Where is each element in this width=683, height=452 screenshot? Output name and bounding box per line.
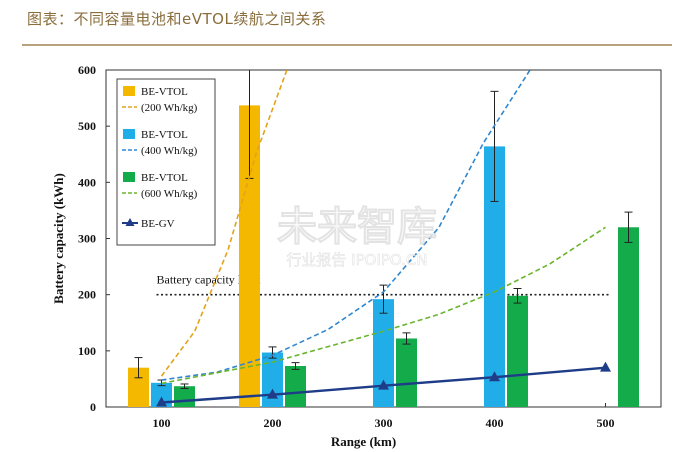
x-tick-label: 400 [486, 416, 504, 430]
legend-label: BE-VTOL [141, 172, 188, 184]
legend-sublabel: (400 Wh/kg) [141, 145, 198, 157]
legend-gv-marker [125, 218, 135, 226]
legend-swatch [123, 129, 135, 139]
y-tick-label: 100 [78, 344, 96, 358]
be-gv-marker [378, 379, 389, 390]
watermark-sub: 行业报告 IPOIPO.CN [286, 251, 427, 269]
legend-swatch [123, 86, 135, 96]
x-axis-title: Range (km) [331, 434, 396, 449]
legend-box [116, 78, 216, 246]
be-gv-marker [600, 361, 611, 372]
x-tick-label: 300 [375, 416, 393, 430]
bar [507, 295, 528, 407]
y-tick-label: 400 [78, 175, 96, 189]
be-gv-marker [156, 396, 167, 407]
x-tick-label: 500 [597, 416, 615, 430]
legend-sublabel: (600 Wh/kg) [141, 188, 198, 200]
bar [239, 105, 260, 407]
be-gv-marker [489, 371, 500, 382]
bar [618, 227, 639, 407]
capacity-limit-label: Battery capacity limit [157, 273, 262, 287]
x-tick-label: 200 [264, 416, 282, 430]
y-tick-label: 600 [78, 63, 96, 77]
y-tick-label: 200 [78, 288, 96, 302]
trend-line [161, 226, 606, 385]
bar [373, 299, 394, 407]
watermark-main: 未来智库 [277, 204, 437, 250]
figure-caption: 图表：不同容量电池和eVTOL续航之间关系 [27, 10, 327, 28]
y-tick-label: 500 [78, 119, 96, 133]
trend-line [160, 70, 288, 377]
caption-divider [22, 44, 672, 46]
bar [396, 338, 417, 407]
trend-line [161, 70, 531, 381]
legend-sublabel: (200 Wh/kg) [141, 102, 198, 114]
y-tick-label: 0 [90, 400, 96, 414]
legend-label: BE-VTOL [141, 129, 188, 141]
bar [285, 365, 306, 407]
be-gv-marker [267, 388, 278, 399]
y-tick-label: 300 [78, 232, 96, 246]
legend-label: BE-GV [141, 218, 175, 230]
bar [128, 367, 149, 407]
y-axis-title: Battery capacity (kWh) [51, 173, 66, 304]
legend-swatch [123, 172, 135, 182]
x-tick-label: 100 [153, 416, 171, 430]
bar [174, 386, 195, 407]
bar [484, 146, 505, 407]
legend-label: BE-VTOL [141, 86, 188, 98]
